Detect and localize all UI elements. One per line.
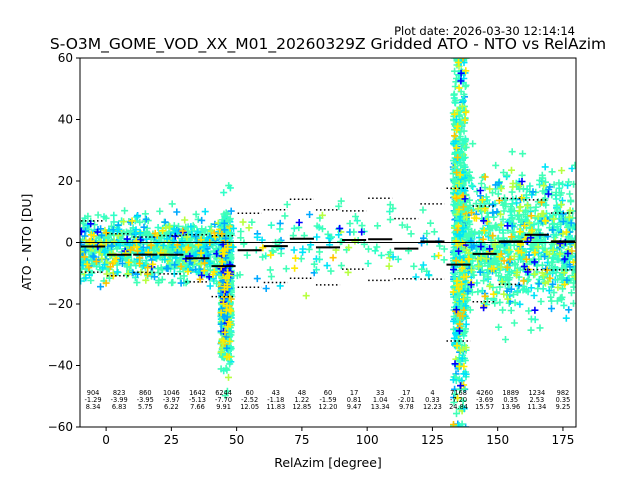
bin-stat-label: 60	[324, 389, 332, 397]
bin-stat-label: 17	[350, 389, 358, 397]
y-tick-label: −60	[48, 420, 73, 434]
bin-statistics-layer	[80, 187, 576, 342]
bin-stat-label: 1046	[163, 389, 180, 397]
bin-stat-label: 33	[376, 389, 384, 397]
x-axis-label: RelAzim [degree]	[274, 455, 382, 470]
x-tick-label: 125	[421, 433, 444, 447]
scatter-marker-group	[295, 219, 366, 236]
bin-stat-label: 1889	[502, 389, 519, 397]
bin-stat-label: 9.25	[556, 403, 571, 411]
bin-stat-label: 12.20	[319, 403, 338, 411]
y-axis-label: ATO - NTO [DU]	[19, 194, 34, 291]
bin-stat-label: 12.23	[423, 403, 442, 411]
bin-stat-label: 1642	[189, 389, 206, 397]
bin-stat-label: 5.75	[138, 403, 153, 411]
x-tick-label: 100	[356, 433, 379, 447]
y-tick-label: 60	[58, 51, 73, 65]
bin-stat-label: 823	[113, 389, 126, 397]
bin-stat-label: 982	[557, 389, 570, 397]
bin-stat-label: 0.33	[425, 396, 440, 404]
bin-stat-label: 11.83	[266, 403, 285, 411]
bin-stat-label: 13.34	[371, 403, 390, 411]
bin-stat-label: 11.34	[527, 403, 546, 411]
bin-stat-label: 0.35	[556, 396, 571, 404]
x-tick-label: 0	[102, 433, 110, 447]
bin-stat-label: 8.34	[86, 403, 101, 411]
scatter-marker-group	[467, 173, 576, 300]
bin-stat-label: 24.84	[449, 403, 468, 411]
bin-stat-label: -7.70	[215, 396, 232, 404]
bin-stat-label: -7.20	[450, 396, 467, 404]
y-tick-label: −20	[48, 297, 73, 311]
bin-stat-label: 9.78	[399, 403, 414, 411]
bin-stat-label: 60	[245, 389, 253, 397]
bin-stat-label: 13.96	[501, 403, 520, 411]
bin-stat-label: 43	[272, 389, 280, 397]
scatter-marker-group	[239, 211, 394, 300]
bin-stat-label: -2.01	[398, 396, 415, 404]
x-tick-label: 150	[486, 433, 509, 447]
bin-stat-label: -3.99	[111, 396, 128, 404]
bin-stat-label: -3.95	[137, 396, 154, 404]
bin-stat-label: -1.29	[85, 396, 102, 404]
bin-stat-label: 6.22	[164, 403, 179, 411]
bin-stat-label: 17	[402, 389, 410, 397]
bin-stat-label: 860	[139, 389, 152, 397]
scatter-marker-group	[463, 166, 576, 303]
scatter-marker-group	[259, 244, 443, 272]
y-tick-label: 0	[65, 236, 73, 250]
bin-stat-label: 1.04	[373, 396, 388, 404]
bin-stat-label: 15.57	[475, 403, 494, 411]
bin-annotations-layer: 904-1.298.34 823-3.996.83 860-3.955.75 1046…	[85, 389, 571, 411]
x-tick-label: 50	[229, 433, 244, 447]
x-tick-label: 175	[551, 433, 574, 447]
bin-stat-label: 12.05	[240, 403, 259, 411]
bin-stat-label: 1234	[528, 389, 545, 397]
bin-stat-label: 7168	[450, 389, 467, 397]
bin-stat-label: 4	[430, 389, 434, 397]
x-tick-label: 25	[164, 433, 179, 447]
scatter-marker-group	[229, 197, 448, 281]
scatter-marker-group	[229, 224, 433, 290]
bin-stat-label: 48	[298, 389, 306, 397]
bin-stat-label: 0.35	[503, 396, 518, 404]
bin-stat-label: -2.52	[241, 396, 258, 404]
bin-stat-label: 9.47	[347, 403, 362, 411]
y-tick-label: 40	[58, 113, 73, 127]
bin-stat-label: 9.91	[216, 403, 231, 411]
bin-stat-label: -3.69	[476, 396, 493, 404]
scatter-marker-group	[449, 59, 470, 427]
bin-stat-label: -1.59	[319, 396, 336, 404]
plot-date-label: Plot date: 2026-03-30 12:14:14	[394, 24, 575, 38]
bin-stat-label: 2.53	[529, 396, 544, 404]
y-tick-label: −40	[48, 359, 73, 373]
bin-stat-label: 7.66	[190, 403, 205, 411]
bin-stat-label: 12.85	[292, 403, 311, 411]
bin-stat-label: 6.83	[112, 403, 127, 411]
bin-stat-label: -1.18	[267, 396, 284, 404]
bin-stat-label: 4260	[476, 389, 493, 397]
scatter-marker-group	[83, 217, 230, 282]
bin-stat-label: -3.97	[163, 396, 180, 404]
bin-stat-label: 904	[87, 389, 100, 397]
y-tick-label: 20	[58, 174, 73, 188]
scatter-marker-group	[329, 254, 337, 262]
scatter-marker-group	[253, 211, 443, 292]
bin-stat-label: 6244	[215, 389, 232, 397]
axes-layer: 0 25 50 75 100 125 150 175 −60 −40 −20 0 20 40 60	[48, 51, 575, 447]
bin-stat-label: 0.81	[347, 396, 362, 404]
bin-stat-label: 1.22	[295, 396, 310, 404]
chart-title: S-O3M_GOME_VOD_XX_M01_20260329Z Gridded …	[50, 35, 606, 54]
bin-stat-label: -5.13	[189, 396, 206, 404]
x-tick-label: 75	[294, 433, 309, 447]
